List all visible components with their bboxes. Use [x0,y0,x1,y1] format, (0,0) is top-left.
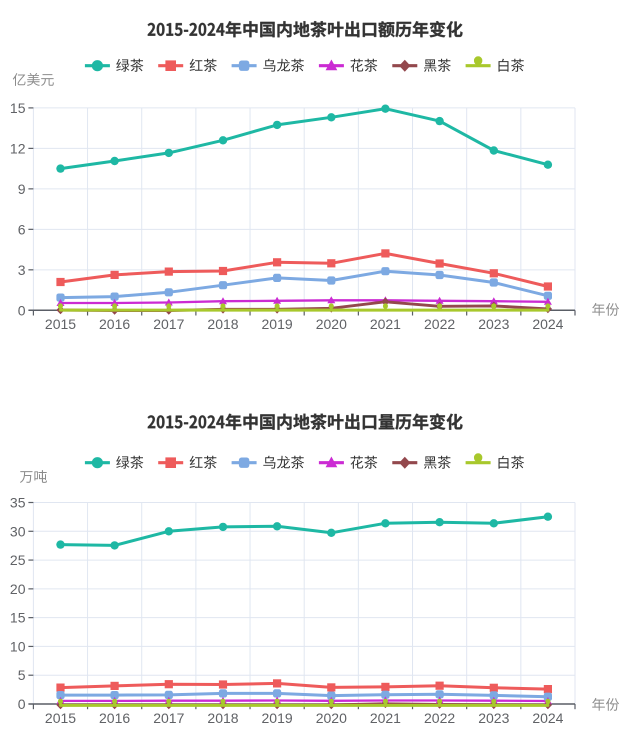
svg-text:2020: 2020 [316,316,347,332]
svg-text:6: 6 [18,221,26,237]
svg-text:3: 3 [18,262,26,278]
svg-text:2020: 2020 [316,710,347,726]
svg-text:2021: 2021 [370,316,401,332]
svg-text:2019: 2019 [262,710,293,726]
svg-text:2017: 2017 [153,316,184,332]
svg-text:0: 0 [18,696,26,712]
svg-text:5: 5 [18,667,26,683]
svg-text:2018: 2018 [207,316,238,332]
svg-text:9: 9 [18,181,26,197]
svg-text:25: 25 [10,552,26,568]
svg-text:2023: 2023 [478,710,509,726]
svg-text:35: 35 [10,495,26,511]
svg-text:2018: 2018 [207,710,238,726]
svg-text:2016: 2016 [99,710,130,726]
svg-text:15: 15 [10,100,26,116]
svg-text:2024: 2024 [532,316,563,332]
svg-text:30: 30 [10,523,26,539]
svg-text:2024: 2024 [532,710,563,726]
svg-text:2019: 2019 [262,316,293,332]
svg-text:2015: 2015 [45,710,76,726]
svg-text:2015: 2015 [45,316,76,332]
svg-text:2017: 2017 [153,710,184,726]
svg-text:2016: 2016 [99,316,130,332]
svg-text:2022: 2022 [424,710,455,726]
svg-text:10: 10 [10,638,26,654]
svg-text:20: 20 [10,581,26,597]
svg-text:2023: 2023 [478,316,509,332]
svg-text:15: 15 [10,610,26,626]
svg-text:0: 0 [18,302,26,318]
svg-text:2021: 2021 [370,710,401,726]
svg-text:12: 12 [10,140,26,156]
svg-text:2022: 2022 [424,316,455,332]
